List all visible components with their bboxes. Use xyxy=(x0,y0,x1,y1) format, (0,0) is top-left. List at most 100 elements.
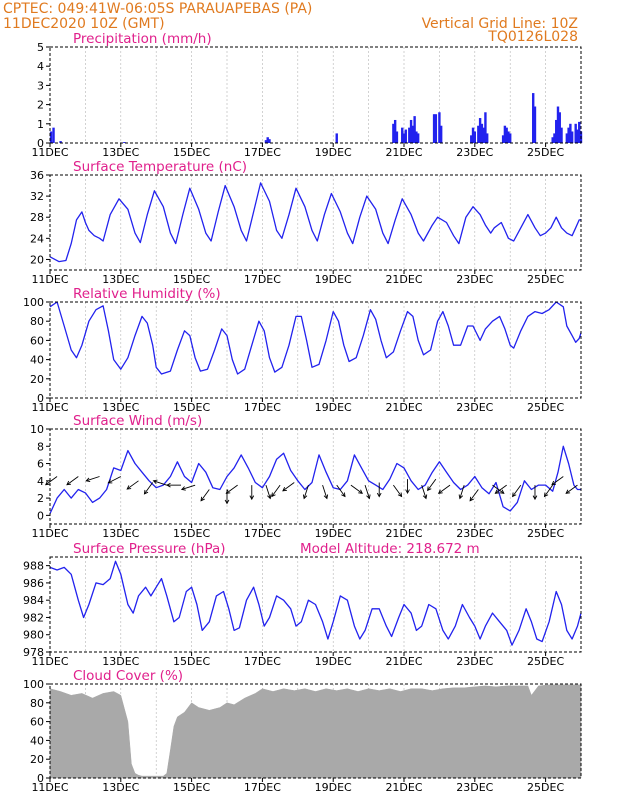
precipitation-xtick-label: 19DEC xyxy=(315,146,352,159)
cloud-cover-panel: 0 20 40 60 80 100 11DEC 13DEC 15DEC 17DEC 19DEC 21D… xyxy=(23,668,582,794)
cloud-cover-ytick-label: 100 xyxy=(23,678,44,691)
wind-arrow-head xyxy=(282,486,287,492)
pressure-xtick-label: 17DEC xyxy=(244,655,281,668)
wind-arrow xyxy=(492,484,505,494)
wind-arrow xyxy=(421,484,427,499)
precipitation-bar xyxy=(576,129,579,143)
precipitation-ytick-label: 4 xyxy=(37,60,44,73)
wind-arrow-head xyxy=(249,495,255,501)
wind-arrow-head xyxy=(271,492,276,498)
humidity-xtick-label: 23DEC xyxy=(456,401,493,414)
wind-arrow-head xyxy=(44,480,50,486)
wind-arrow-head xyxy=(180,486,186,491)
precipitation-bar xyxy=(553,133,556,143)
wind-arrow-head xyxy=(469,496,474,502)
precipitation-ytick-label: 1 xyxy=(37,118,44,131)
precipitation-bar xyxy=(395,131,399,143)
wind-arrow xyxy=(45,476,58,486)
cloud-cover-xtick-label: 17DEC xyxy=(244,781,281,794)
wind-arrow-head xyxy=(85,477,91,483)
precipitation-ytick-label: 5 xyxy=(37,41,44,54)
humidity-xtick-label: 11DEC xyxy=(31,401,68,414)
wind-arrow xyxy=(181,484,196,490)
wind-arrow xyxy=(427,478,437,491)
wind-arrow xyxy=(126,480,139,490)
cloud-cover-area xyxy=(49,684,582,779)
wind-arrow-head xyxy=(143,489,149,495)
pressure-line xyxy=(49,560,582,646)
precipitation-bar xyxy=(413,116,416,143)
humidity-ytick-label: 40 xyxy=(30,354,44,367)
temperature-ytick-label: 24 xyxy=(30,232,44,245)
precipitation-panel: 0 1 2 3 4 5 11DEC 13DEC 15DEC 17DEC 19DEC 21DEC 23DE… xyxy=(31,31,583,159)
wind-arrow-head xyxy=(427,486,432,492)
temperature-ytick-label: 20 xyxy=(30,253,44,266)
wind-arrow-head xyxy=(494,489,500,494)
wind-arrow xyxy=(565,484,578,494)
wind-arrow xyxy=(438,484,451,494)
precipitation-bar xyxy=(501,135,505,143)
header-model-id: TQ0126L028 xyxy=(487,29,578,45)
humidity-panel: 0 20 40 60 80 100 11DEC 13DEC 15DEC 17DEC 19DEC 21D… xyxy=(23,286,582,414)
wind-arrow-head xyxy=(302,494,308,500)
temperature-xtick-label: 23DEC xyxy=(456,273,493,286)
wind-arrow xyxy=(265,484,271,499)
pressure-ytick-label: 980 xyxy=(23,629,44,642)
wind-arrow-head xyxy=(107,479,113,484)
precipitation-xtick-label: 11DEC xyxy=(31,146,68,159)
precipitation-bar xyxy=(567,127,570,143)
wind-arrow xyxy=(282,482,295,492)
pressure-xtick-label: 11DEC xyxy=(31,655,68,668)
wind-arrow xyxy=(551,476,564,486)
temperature-xtick-label: 13DEC xyxy=(102,273,139,286)
wind-arrow xyxy=(469,489,479,502)
wind-arrow-head xyxy=(267,494,272,500)
temperature-xtick-label: 17DEC xyxy=(244,273,281,286)
cloud-cover-xtick-label: 21DEC xyxy=(385,781,422,794)
precipitation-bar xyxy=(485,133,489,143)
precipitation-bar xyxy=(532,93,535,143)
pressure-xtick-label: 23DEC xyxy=(456,655,493,668)
wind-frame xyxy=(49,428,582,525)
wind-xtick-label: 21DEC xyxy=(385,527,422,540)
humidity-xtick-label: 15DEC xyxy=(173,401,210,414)
header-run-time: 11DEC2020 10Z (GMT) xyxy=(3,16,165,32)
precipitation-bar xyxy=(264,140,268,143)
precipitation-xtick-label: 23DEC xyxy=(456,146,493,159)
wind-arrow xyxy=(108,476,122,484)
cloud-cover-xtick-label: 19DEC xyxy=(315,781,352,794)
humidity-xtick-label: 21DEC xyxy=(385,401,422,414)
precipitation-bar xyxy=(471,127,475,143)
cloud-cover-frame xyxy=(49,683,582,779)
wind-arrow-head xyxy=(166,482,171,488)
wind-arrow xyxy=(226,484,238,494)
temperature-xtick-label: 21DEC xyxy=(385,273,422,286)
wind-ytick-label: 8 xyxy=(37,440,44,453)
wind-arrow-head xyxy=(397,492,403,498)
precipitation-ytick-label: 2 xyxy=(37,99,44,112)
wind-arrow-head xyxy=(224,499,230,505)
wind-arrow xyxy=(350,484,363,494)
humidity-ytick-label: 0 xyxy=(37,392,44,405)
temperature-title: Surface Temperature (nC) xyxy=(73,159,247,175)
pressure-ytick-label: 982 xyxy=(23,611,44,624)
wind-arrow xyxy=(86,476,100,482)
wind-xtick-label: 13DEC xyxy=(102,527,139,540)
wind-arrow xyxy=(336,484,346,497)
precipitation-bar xyxy=(558,112,561,143)
pressure-ytick-label: 988 xyxy=(23,560,44,573)
header-location: CPTEC: 049:41W-06:05S PARAUAPEBAS (PA) xyxy=(3,1,312,17)
wind-ytick-label: 4 xyxy=(37,475,44,488)
pressure-subtitle: Model Altitude: 218.672 m xyxy=(300,541,480,557)
precipitation-bar xyxy=(507,131,510,143)
precipitation-xtick-label: 17DEC xyxy=(244,146,281,159)
precipitation-bar xyxy=(401,127,404,143)
temperature-ytick-label: 28 xyxy=(30,211,44,224)
humidity-xtick-label: 17DEC xyxy=(244,401,281,414)
header-grid-line: Vertical Grid Line: 10Z xyxy=(422,16,578,32)
wind-arrow xyxy=(322,484,328,499)
pressure-panel: 978 980 982 984 986 988 11DEC 13DEC 15DEC 17DEC 19… xyxy=(23,541,582,668)
precipitation-bar xyxy=(59,141,62,143)
pressure-xtick-label: 15DEC xyxy=(173,655,210,668)
precipitation-bar xyxy=(266,137,269,143)
